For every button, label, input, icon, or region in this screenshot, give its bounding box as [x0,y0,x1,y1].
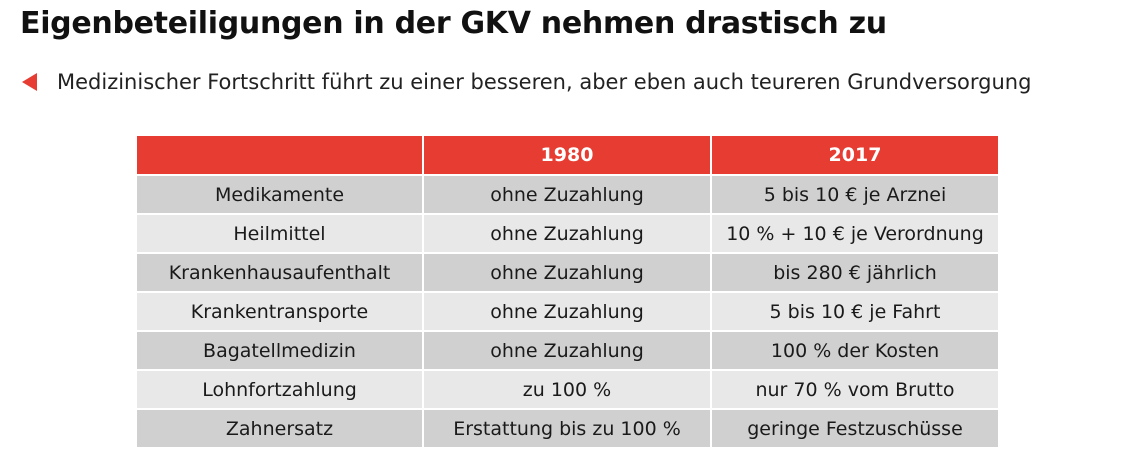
cell-2017: 10 % + 10 € je Verordnung [710,214,998,254]
table-row: Lohnfortzahlung zu 100 % nur 70 % vom Br… [137,370,998,410]
page-title: Eigenbeteiligungen in der GKV nehmen dra… [20,6,887,41]
table-row: Krankentransporte ohne Zuzahlung 5 bis 1… [137,292,998,332]
header-2017: 2017 [710,136,998,176]
row-label: Krankentransporte [137,292,423,332]
subtitle-text: Medizinischer Fortschritt führt zu einer… [57,70,1032,94]
comparison-table: 1980 2017 Medikamente ohne Zuzahlung 5 b… [137,136,998,449]
triangle-left-icon [22,73,37,91]
cell-1980: ohne Zuzahlung [422,214,711,254]
row-label: Krankenhausaufenthalt [137,253,423,293]
cell-1980: Erstattung bis zu 100 % [422,409,711,449]
cell-2017: 5 bis 10 € je Fahrt [710,292,998,332]
table-row: Bagatellmedizin ohne Zuzahlung 100 % der… [137,331,998,371]
cell-1980: ohne Zuzahlung [422,292,711,332]
table-header-row: 1980 2017 [137,136,998,176]
cell-2017: nur 70 % vom Brutto [710,370,998,410]
subtitle-bullet: Medizinischer Fortschritt führt zu einer… [22,70,1031,94]
cell-2017: 5 bis 10 € je Arznei [710,175,998,215]
cell-2017: geringe Festzuschüsse [710,409,998,449]
row-label: Lohnfortzahlung [137,370,423,410]
table-row: Medikamente ohne Zuzahlung 5 bis 10 € je… [137,175,998,215]
row-label: Bagatellmedizin [137,331,423,371]
cell-1980: ohne Zuzahlung [422,253,711,293]
cell-1980: ohne Zuzahlung [422,175,711,215]
cell-2017: 100 % der Kosten [710,331,998,371]
row-label: Medikamente [137,175,423,215]
cell-1980: zu 100 % [422,370,711,410]
row-label: Heilmittel [137,214,423,254]
table-row: Krankenhausaufenthalt ohne Zuzahlung bis… [137,253,998,293]
header-1980: 1980 [422,136,711,176]
table-row: Heilmittel ohne Zuzahlung 10 % + 10 € je… [137,214,998,254]
cell-1980: ohne Zuzahlung [422,331,711,371]
header-empty-cell [137,136,423,176]
cell-2017: bis 280 € jährlich [710,253,998,293]
row-label: Zahnersatz [137,409,423,449]
table-row: Zahnersatz Erstattung bis zu 100 % gerin… [137,409,998,449]
